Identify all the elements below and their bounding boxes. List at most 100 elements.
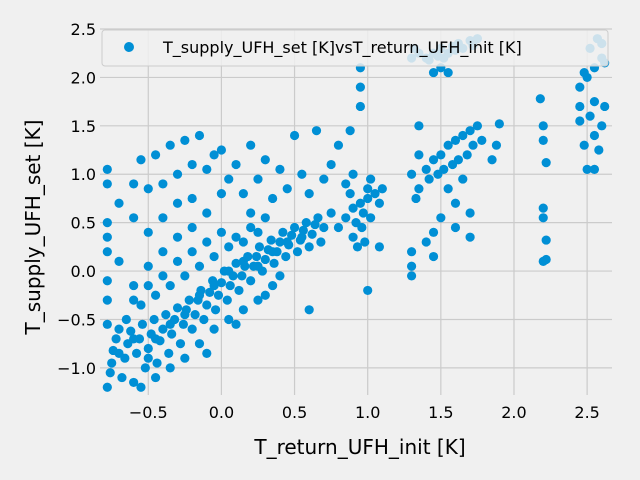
data-point bbox=[594, 145, 604, 155]
data-point bbox=[253, 174, 263, 184]
data-point bbox=[117, 372, 127, 383]
data-point bbox=[287, 230, 297, 240]
data-point bbox=[137, 319, 148, 329]
data-point bbox=[348, 169, 358, 179]
x-tick-label: 1.5 bbox=[428, 403, 453, 422]
x-tick-labels: −0.5 0.0 0.5 1.0 1.5 2.0 2.5 bbox=[129, 403, 600, 422]
data-point bbox=[136, 300, 146, 310]
y-tick-label: 1.5 bbox=[71, 117, 96, 136]
data-point bbox=[180, 310, 190, 320]
data-point bbox=[538, 203, 548, 213]
data-point bbox=[363, 184, 373, 194]
data-point bbox=[129, 179, 139, 189]
data-point bbox=[251, 251, 262, 262]
data-point bbox=[165, 319, 175, 329]
data-point bbox=[158, 247, 168, 257]
data-point bbox=[494, 119, 504, 129]
data-point bbox=[316, 237, 326, 247]
data-point bbox=[374, 242, 385, 252]
data-point bbox=[428, 251, 439, 262]
data-point bbox=[458, 130, 468, 141]
data-point bbox=[414, 150, 424, 160]
data-point bbox=[158, 271, 168, 281]
x-tick-label: 2.5 bbox=[574, 403, 599, 422]
data-point bbox=[253, 295, 263, 305]
data-point bbox=[275, 164, 285, 174]
data-point bbox=[202, 164, 212, 174]
data-point bbox=[114, 198, 124, 208]
y-axis-label: T_supply_UFH_set [K] bbox=[21, 120, 45, 336]
data-point bbox=[187, 222, 197, 233]
data-point bbox=[224, 242, 234, 252]
data-point bbox=[260, 290, 270, 300]
data-point bbox=[266, 235, 276, 245]
data-point bbox=[158, 324, 168, 334]
data-point bbox=[209, 324, 219, 334]
data-point bbox=[363, 285, 373, 296]
data-point bbox=[345, 189, 355, 199]
data-point bbox=[150, 334, 161, 344]
data-point bbox=[161, 310, 171, 320]
data-point bbox=[453, 155, 463, 165]
data-point bbox=[129, 213, 139, 223]
data-point bbox=[102, 276, 112, 286]
data-point bbox=[222, 295, 232, 305]
data-point bbox=[187, 193, 197, 204]
y-tick-label: 2.5 bbox=[71, 20, 96, 39]
data-point bbox=[224, 266, 234, 276]
data-point bbox=[289, 222, 300, 233]
data-point bbox=[355, 82, 365, 92]
data-point bbox=[600, 101, 610, 112]
data-point bbox=[278, 227, 288, 237]
data-point bbox=[199, 314, 209, 325]
data-point bbox=[216, 278, 227, 288]
data-point bbox=[355, 198, 365, 208]
data-point bbox=[575, 101, 585, 112]
data-point bbox=[102, 164, 112, 174]
data-point bbox=[575, 116, 585, 126]
data-point bbox=[114, 324, 124, 334]
data-point bbox=[538, 135, 548, 145]
data-point bbox=[158, 213, 168, 223]
data-point bbox=[374, 198, 385, 208]
x-tick-label: 2.0 bbox=[501, 403, 526, 422]
data-point bbox=[246, 222, 256, 233]
data-point bbox=[136, 382, 146, 392]
data-point bbox=[209, 150, 219, 160]
data-point bbox=[575, 82, 585, 92]
data-point bbox=[187, 324, 197, 334]
data-point bbox=[366, 174, 376, 184]
data-point bbox=[202, 208, 212, 218]
data-point bbox=[202, 300, 212, 310]
data-point bbox=[268, 280, 278, 291]
y-tick-label: −1.0 bbox=[57, 359, 96, 378]
data-point bbox=[450, 222, 461, 233]
data-point bbox=[436, 213, 446, 223]
legend: T_supply_UFH_set [K]vsT_return_UFH_init … bbox=[101, 29, 609, 67]
data-point bbox=[143, 343, 153, 354]
data-point bbox=[439, 164, 449, 174]
data-point bbox=[352, 242, 363, 252]
data-point bbox=[129, 280, 139, 291]
data-point bbox=[143, 184, 153, 194]
data-point bbox=[443, 184, 453, 194]
x-axis-label: T_return_UFH_init [K] bbox=[253, 435, 465, 459]
data-point bbox=[579, 140, 589, 150]
data-point bbox=[313, 213, 323, 223]
data-point bbox=[275, 237, 285, 247]
data-point bbox=[297, 169, 307, 179]
data-point bbox=[333, 222, 344, 233]
data-point bbox=[202, 348, 212, 358]
data-point bbox=[102, 179, 112, 189]
data-point bbox=[180, 135, 190, 145]
data-point bbox=[377, 184, 387, 194]
data-point bbox=[260, 254, 270, 265]
data-point bbox=[428, 227, 439, 237]
legend-entry-label: T_supply_UFH_set [K]vsT_return_UFH_init … bbox=[162, 38, 522, 58]
data-point bbox=[246, 276, 256, 286]
data-point bbox=[406, 169, 417, 179]
data-point bbox=[126, 326, 136, 336]
y-tick-label: 0.0 bbox=[71, 262, 96, 281]
data-point bbox=[194, 339, 205, 349]
data-point bbox=[202, 237, 212, 247]
